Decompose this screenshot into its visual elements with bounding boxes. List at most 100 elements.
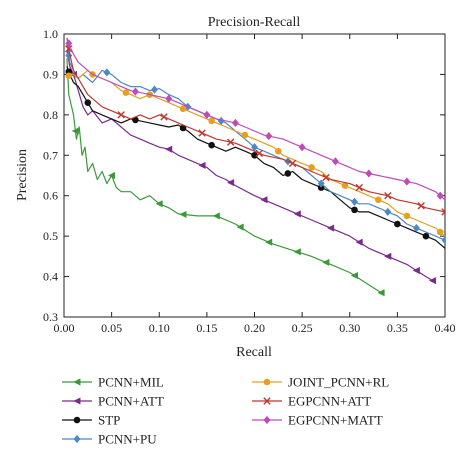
series-marker-pcnn-mil: [350, 271, 358, 280]
legend-marker: [73, 434, 81, 444]
legend-marker: [73, 397, 81, 405]
legend-entry-egpcnn-matt: EGPCNN+MATT: [252, 413, 383, 428]
series-marker-pcnn-mil: [155, 200, 163, 208]
series-line-pcnn-pu: [66, 42, 445, 241]
y-tick-label: 0.4: [43, 270, 58, 284]
series-line-pcnn-mil: [66, 58, 382, 294]
legend-label: STP: [98, 413, 120, 428]
legend-entry-joint-pcnn-rl: JOINT_PCNN+RL: [252, 375, 389, 390]
legend-marker: [263, 415, 271, 425]
legend-entry-pcnn-att: PCNN+ATT: [62, 394, 164, 409]
y-tick-label: 0.6: [43, 189, 58, 203]
legend-label: EGPCNN+MATT: [288, 413, 383, 428]
series-marker-pcnn-mil: [293, 248, 301, 256]
series-marker-egpcnn-att: [322, 173, 330, 182]
series-marker-stp: [394, 220, 401, 228]
legend-entry-egpcnn-att: EGPCNN+ATT: [252, 394, 371, 409]
series-marker-egpcnn-att: [255, 149, 263, 157]
x-tick-label: 0.10: [149, 321, 170, 335]
series-marker-egpcnn-matt: [203, 110, 211, 120]
series-marker-pcnn-pu: [150, 85, 159, 94]
series-marker-joint-pcnn-rl: [65, 72, 73, 80]
series-marker-egpcnn-matt: [165, 94, 173, 103]
legend-label: PCNN+ATT: [98, 394, 164, 409]
y-tick-label: 0.9: [43, 67, 58, 81]
series-marker-joint-pcnn-rl: [403, 212, 411, 220]
y-axis-title: Precision: [15, 149, 30, 201]
legend-label: JOINT_PCNN+RL: [288, 375, 389, 390]
x-tick-label: 0.15: [196, 321, 217, 335]
series-pcnn-mil: [66, 58, 385, 297]
series-pcnn-att: [66, 50, 437, 285]
series-marker-joint-pcnn-rl: [436, 228, 444, 236]
series-marker-pcnn-pu: [65, 51, 73, 60]
legend-marker: [263, 378, 271, 386]
series-marker-pcnn-mil: [179, 210, 187, 219]
series-marker-joint-pcnn-rl: [275, 147, 282, 155]
series-marker-egpcnn-att: [226, 138, 235, 146]
x-tick-label: 0.30: [339, 321, 360, 335]
series-marker-pcnn-pu: [412, 223, 420, 233]
series-marker-egpcnn-att: [117, 111, 125, 119]
x-tick-label: 0.05: [101, 321, 122, 335]
series-marker-stp: [208, 141, 215, 149]
series-line-egpcnn-att: [66, 37, 445, 213]
series-line-pcnn-att: [66, 50, 433, 282]
series-marker-egpcnn-matt: [403, 177, 411, 186]
series-marker-egpcnn-att: [355, 183, 363, 192]
series-marker-pcnn-att: [384, 252, 392, 260]
series-marker-egpcnn-att: [288, 159, 297, 168]
series-marker-joint-pcnn-rl: [308, 164, 315, 171]
series-marker-stp: [284, 170, 292, 177]
y-tick-label: 0.5: [43, 229, 58, 243]
series-marker-pcnn-pu: [441, 235, 445, 245]
series-marker-egpcnn-matt: [65, 39, 73, 48]
plot-frame: [63, 33, 446, 318]
series-marker-pcnn-mil: [377, 289, 385, 297]
series-marker-joint-pcnn-rl: [375, 196, 382, 204]
legend-label: PCNN+PU: [98, 432, 157, 447]
legend-marker: [73, 378, 81, 386]
plot-area: 0.00 0.05 0.10 0.15 0.20 0.25 0.30 0.35 0.40 0.3 0…: [43, 27, 456, 335]
series-marker-pcnn-att: [165, 145, 173, 153]
chart-title: Precision-Recall: [208, 15, 301, 30]
x-tick-label: 0.40: [435, 321, 456, 335]
series-marker-stp: [351, 206, 358, 214]
series-marker-egpcnn-att: [384, 192, 392, 200]
series-marker-pcnn-mil: [71, 127, 79, 135]
series-marker-egpcnn-matt: [436, 191, 444, 200]
series-marker-stp: [422, 232, 430, 240]
series-marker-egpcnn-att: [417, 202, 425, 210]
x-axis-title: Recall: [236, 345, 272, 360]
series-marker-joint-pcnn-rl: [341, 182, 349, 189]
series-marker-pcnn-pu: [384, 207, 392, 217]
series-marker-pcnn-mil: [236, 223, 244, 231]
x-tick-label: 0.35: [387, 321, 408, 335]
series-marker-egpcnn-matt: [131, 87, 139, 96]
series-marker-egpcnn-att: [160, 113, 168, 121]
series-marker-pcnn-att: [226, 178, 235, 187]
series-marker-pcnn-mil: [107, 171, 116, 180]
series-pcnn-pu: [65, 42, 445, 245]
series-marker-egpcnn-att: [65, 45, 73, 53]
series-marker-pcnn-mil: [212, 212, 220, 220]
series-marker-egpcnn-att: [198, 129, 206, 137]
series-marker-pcnn-att: [355, 238, 363, 246]
legend-entry-stp: STP: [62, 413, 120, 428]
legend-entry-pcnn-mil: PCNN+MIL: [62, 375, 164, 390]
series-marker-pcnn-att: [326, 224, 335, 232]
series-marker-egpcnn-matt: [365, 169, 373, 178]
legend-label: EGPCNN+ATT: [288, 394, 371, 409]
series-marker-pcnn-att: [293, 210, 301, 218]
series-egpcnn-matt: [65, 37, 445, 201]
series-marker-stp: [84, 99, 92, 107]
legend-entry-pcnn-pu: PCNN+PU: [62, 432, 157, 447]
series-marker-joint-pcnn-rl: [208, 117, 215, 125]
x-tick-label: 0.25: [292, 321, 313, 335]
series-marker-joint-pcnn-rl: [122, 89, 130, 96]
y-tick-label: 0.7: [43, 148, 58, 162]
series-marker-egpcnn-matt: [331, 157, 339, 166]
series-marker-pcnn-mil: [265, 238, 273, 246]
y-tick-label: 1.0: [43, 27, 58, 41]
